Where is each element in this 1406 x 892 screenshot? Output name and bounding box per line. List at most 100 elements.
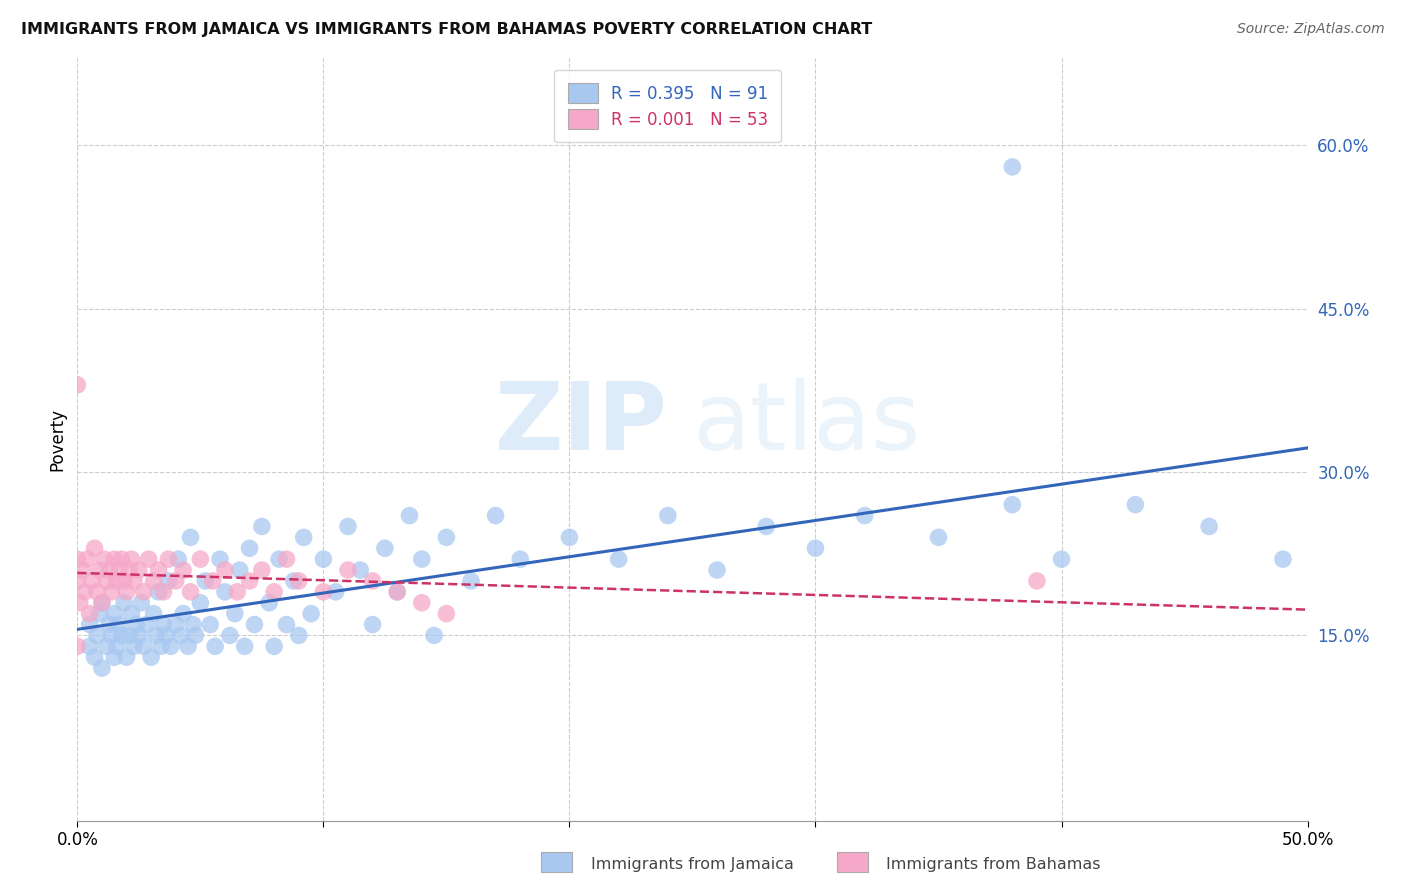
- Point: [250, 563, 273, 577]
- Point: [239, 541, 262, 556]
- Point: [79, 640, 101, 654]
- Point: [804, 541, 827, 556]
- Point: [66, 640, 89, 654]
- Point: [1050, 552, 1073, 566]
- Point: [105, 640, 128, 654]
- Point: [385, 585, 409, 599]
- Point: [101, 585, 124, 599]
- Point: [337, 563, 360, 577]
- Point: [152, 585, 174, 599]
- Point: [337, 519, 360, 533]
- Point: [82, 574, 104, 588]
- Point: [239, 574, 262, 588]
- Y-axis label: Poverty: Poverty: [48, 408, 66, 471]
- Point: [96, 574, 118, 588]
- Point: [607, 552, 630, 566]
- Point: [157, 552, 180, 566]
- Point: [73, 585, 96, 599]
- Point: [112, 596, 135, 610]
- Point: [460, 574, 482, 588]
- Point: [201, 574, 224, 588]
- Point: [194, 574, 217, 588]
- Point: [181, 617, 204, 632]
- Point: [188, 596, 212, 610]
- Point: [209, 552, 232, 566]
- Point: [98, 563, 121, 577]
- Point: [1001, 498, 1024, 512]
- Point: [250, 519, 273, 533]
- Point: [66, 377, 89, 392]
- Point: [83, 650, 105, 665]
- Point: [142, 574, 165, 588]
- Point: [853, 508, 876, 523]
- Point: [112, 574, 135, 588]
- Point: [118, 628, 141, 642]
- Point: [121, 552, 143, 566]
- Point: [184, 628, 207, 642]
- Point: [142, 607, 165, 621]
- Point: [219, 628, 242, 642]
- Point: [101, 628, 124, 642]
- Point: [69, 596, 91, 610]
- Point: [108, 563, 131, 577]
- Point: [276, 617, 298, 632]
- Point: [86, 585, 108, 599]
- Point: [132, 585, 155, 599]
- Point: [349, 563, 371, 577]
- Point: [118, 563, 141, 577]
- Point: [188, 552, 212, 566]
- Point: [165, 574, 187, 588]
- Point: [224, 607, 246, 621]
- Point: [111, 628, 132, 642]
- Point: [226, 585, 249, 599]
- Point: [89, 607, 111, 621]
- Point: [96, 640, 118, 654]
- Point: [103, 607, 125, 621]
- Point: [76, 552, 98, 566]
- Point: [122, 574, 145, 588]
- Point: [152, 617, 174, 632]
- Point: [1001, 160, 1024, 174]
- Point: [706, 563, 728, 577]
- Point: [1272, 552, 1295, 566]
- Point: [269, 552, 291, 566]
- Point: [385, 585, 409, 599]
- Point: [1026, 574, 1049, 588]
- Point: [103, 650, 125, 665]
- Point: [138, 552, 160, 566]
- Point: [83, 541, 105, 556]
- Point: [89, 563, 111, 577]
- Text: atlas: atlas: [693, 378, 921, 470]
- Point: [115, 585, 138, 599]
- Point: [145, 628, 167, 642]
- Point: [128, 563, 150, 577]
- Legend: R = 0.395   N = 91, R = 0.001   N = 53: R = 0.395 N = 91, R = 0.001 N = 53: [554, 70, 782, 142]
- Point: [657, 508, 679, 523]
- Point: [148, 585, 170, 599]
- Point: [299, 607, 322, 621]
- Point: [122, 640, 145, 654]
- Point: [180, 530, 202, 544]
- Point: [509, 552, 531, 566]
- Text: Immigrants from Jamaica: Immigrants from Jamaica: [591, 857, 793, 872]
- Point: [263, 640, 285, 654]
- Point: [177, 640, 200, 654]
- Point: [90, 661, 114, 675]
- Point: [180, 585, 202, 599]
- Point: [325, 585, 347, 599]
- Point: [312, 585, 335, 599]
- Point: [374, 541, 396, 556]
- Point: [132, 640, 155, 654]
- Point: [361, 574, 384, 588]
- Point: [115, 650, 138, 665]
- Point: [283, 574, 305, 588]
- Point: [411, 596, 433, 610]
- Point: [150, 640, 173, 654]
- Point: [157, 574, 180, 588]
- Point: [170, 628, 193, 642]
- Point: [411, 552, 433, 566]
- Point: [90, 596, 114, 610]
- Point: [214, 563, 236, 577]
- Point: [361, 617, 384, 632]
- Point: [233, 640, 256, 654]
